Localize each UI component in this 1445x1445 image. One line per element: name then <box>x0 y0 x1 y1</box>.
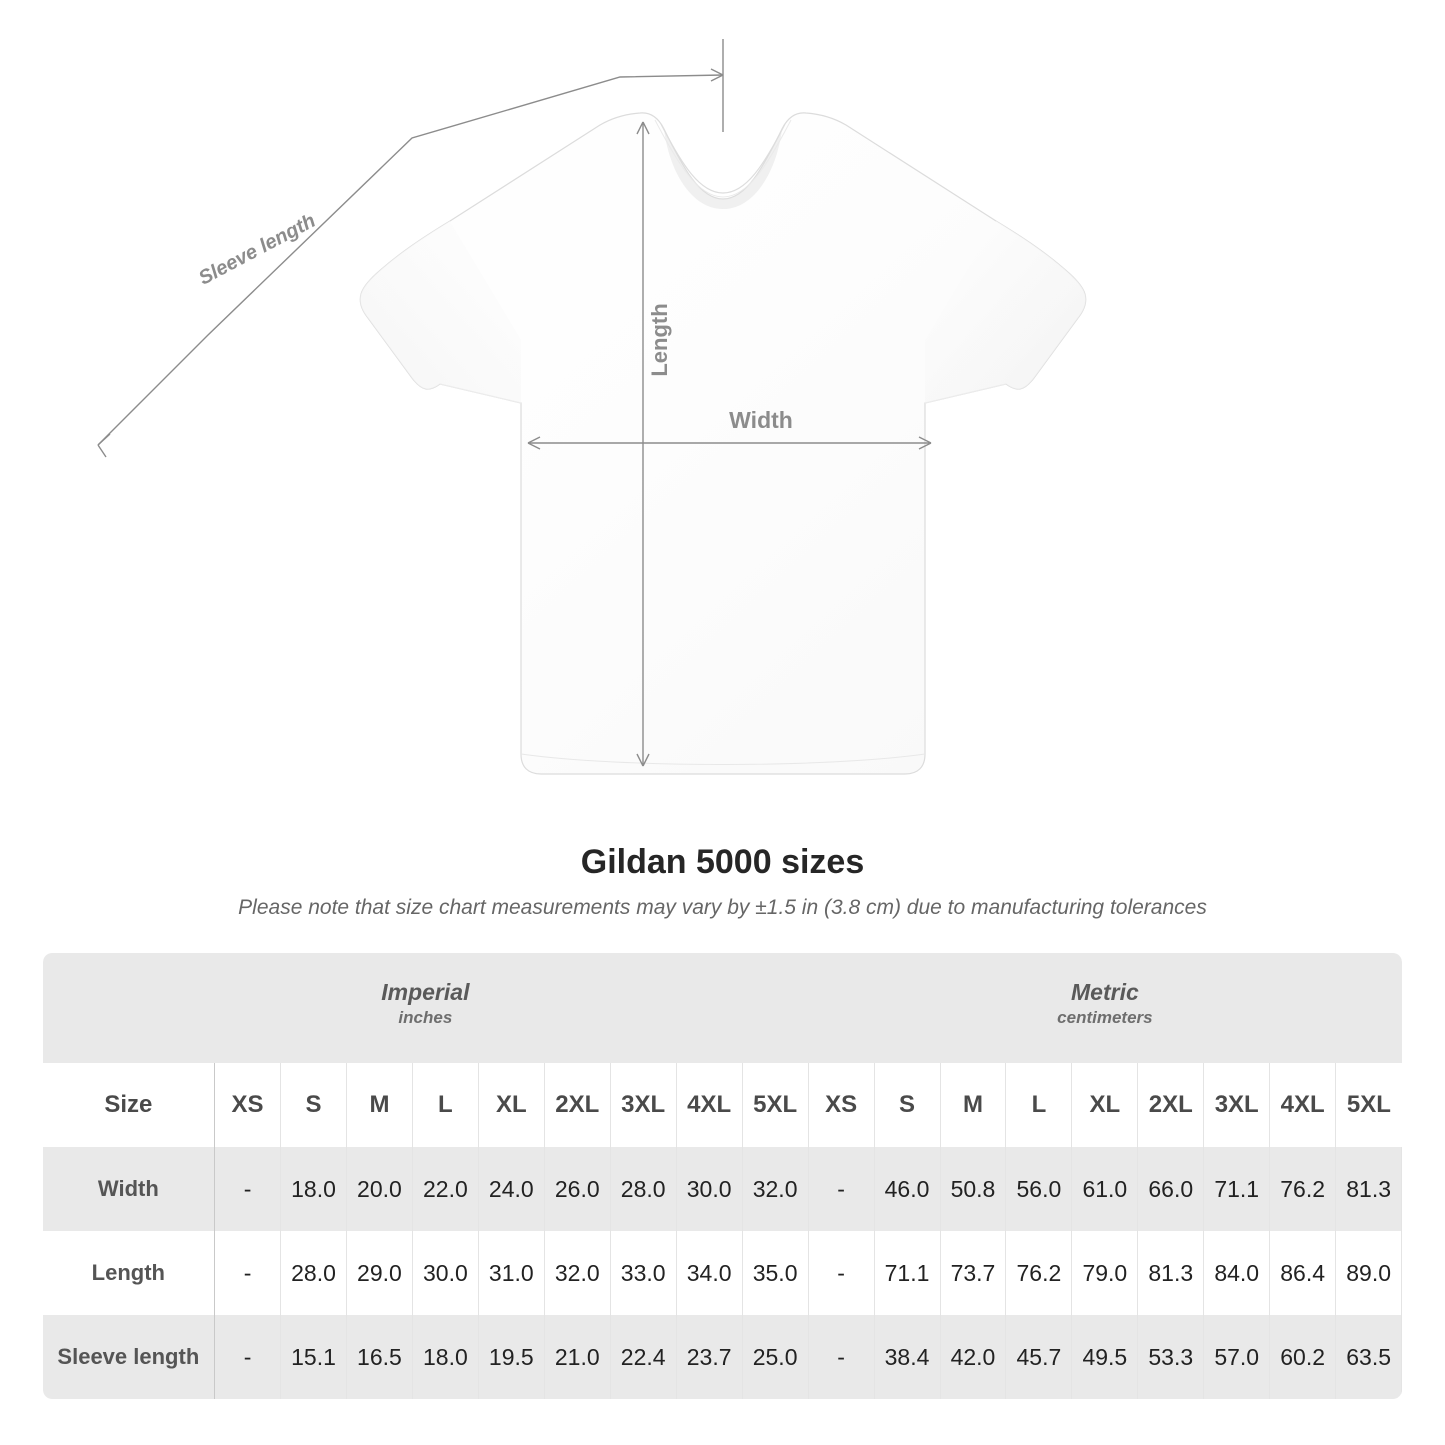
svg-text:Sleeve length: Sleeve length <box>195 210 319 290</box>
svg-text:Length: Length <box>647 303 672 376</box>
svg-text:Width: Width <box>729 407 793 433</box>
